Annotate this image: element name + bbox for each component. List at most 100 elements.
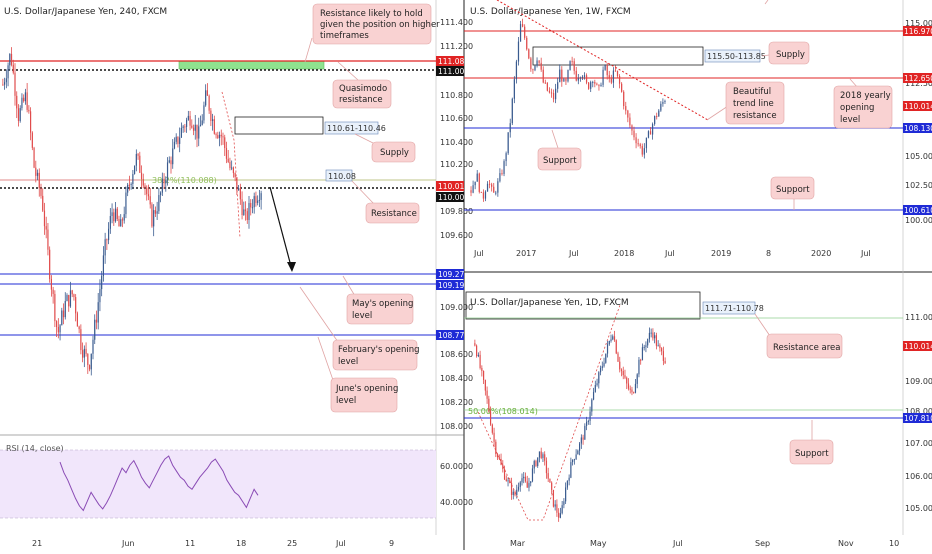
candle-body xyxy=(43,210,46,227)
w1-supply-box xyxy=(532,46,704,66)
price-tag: 110.014 xyxy=(904,342,932,351)
candle-body xyxy=(479,354,481,368)
candle-body xyxy=(569,61,571,71)
price-tag: 110.014 xyxy=(438,182,469,191)
candle-body xyxy=(641,146,643,155)
d1-fib-label: 50.00%(108.014) xyxy=(468,407,538,416)
price-tag: 112.650 xyxy=(904,74,932,83)
candle-body xyxy=(547,473,549,479)
candle-body xyxy=(10,53,13,65)
candle-body xyxy=(575,70,577,81)
candle-body xyxy=(643,346,645,348)
candle-body xyxy=(521,24,524,27)
candle-body xyxy=(540,62,542,70)
candle-body xyxy=(474,343,476,346)
candle-body xyxy=(140,172,143,180)
candle-body xyxy=(21,97,23,109)
w1-title: U.S. Dollar/Japanese Yen, 1W, FXCM xyxy=(470,7,631,17)
x-tick: 18 xyxy=(236,539,246,548)
candle-body xyxy=(643,148,645,155)
candle-body xyxy=(561,505,563,514)
candle-body xyxy=(168,160,170,163)
candle-body xyxy=(101,276,103,290)
candle-body xyxy=(83,348,85,358)
candle-body xyxy=(615,340,617,354)
w1-panel: U.S. Dollar/Japanese Yen, 1W, FXCM 115.5… xyxy=(464,0,932,273)
candle-body xyxy=(629,117,631,126)
price-tag: 107.810 xyxy=(904,414,932,423)
candle-body xyxy=(530,58,532,70)
candle-body xyxy=(52,289,54,294)
candle-body xyxy=(137,154,139,156)
candle-body xyxy=(62,310,65,318)
candle-body xyxy=(87,353,89,366)
candle-body xyxy=(184,126,186,128)
candle-body xyxy=(583,75,586,77)
x-tick: Jun xyxy=(121,539,135,548)
x-tick: May xyxy=(590,539,607,548)
candle-body xyxy=(658,110,660,117)
d1-callout-resistance-area: Resistance area xyxy=(754,313,843,359)
candle-body xyxy=(187,115,189,120)
callout-text: June's opening xyxy=(335,384,398,394)
y-tick: 108.400 xyxy=(440,374,473,383)
callout-text: Supply xyxy=(380,148,409,158)
candle-body xyxy=(491,424,493,433)
x-tick: Jul xyxy=(672,539,683,548)
h4-price-tags: 111.080 111.000 110.014 110.000 109.270 … xyxy=(436,56,469,340)
candle-body xyxy=(636,374,638,384)
candle-body xyxy=(73,294,75,298)
callout-text: Supply xyxy=(776,50,805,60)
candle-body xyxy=(512,491,514,495)
candle-body xyxy=(493,432,495,442)
candle-body xyxy=(596,383,598,386)
candle-body xyxy=(639,144,641,147)
candle-body xyxy=(503,161,505,174)
candle-body xyxy=(596,83,598,85)
candle-body xyxy=(108,228,110,241)
x-tick: Nov xyxy=(838,539,854,548)
candle-body xyxy=(47,229,49,250)
candle-body xyxy=(208,95,210,111)
candle-body xyxy=(513,79,515,99)
candle-body xyxy=(579,443,581,451)
candle-body xyxy=(189,115,191,126)
callout-text: resistance xyxy=(339,95,383,105)
candle-body xyxy=(40,188,42,196)
candle-body xyxy=(616,70,619,76)
candle-body xyxy=(192,127,195,131)
candle-body xyxy=(196,124,198,139)
x-tick: 11 xyxy=(185,539,195,548)
candle-body xyxy=(592,81,594,83)
x-tick: Jul xyxy=(664,249,675,258)
candle-body xyxy=(88,365,91,370)
candle-body xyxy=(191,125,193,128)
candle-body xyxy=(605,353,607,363)
w1-price-tags: 116.970 112.650 110.014 108.130 100.610 xyxy=(903,26,932,215)
w1-supply-box-label: 115.50-113.85 xyxy=(707,52,766,61)
candle-body xyxy=(175,136,177,142)
candle-body xyxy=(654,335,656,339)
callout-text: Support xyxy=(795,449,829,459)
candle-body xyxy=(567,70,569,82)
callout-text: level xyxy=(336,396,356,406)
candle-body xyxy=(544,82,546,84)
x-tick: 2017 xyxy=(516,249,536,258)
candle-body xyxy=(166,162,169,181)
candle-body xyxy=(627,110,629,118)
x-tick: 10 xyxy=(889,539,899,548)
candle-body xyxy=(163,178,165,184)
candle-body xyxy=(179,137,181,144)
candle-body xyxy=(123,214,125,221)
candle-body xyxy=(50,279,52,290)
y-tick: 111.000 xyxy=(905,313,932,322)
candle-body xyxy=(111,212,113,216)
candle-body xyxy=(577,450,579,455)
h4-panel: U.S. Dollar/Japanese Yen, 240, FXCM 110.… xyxy=(0,0,473,550)
candle-body xyxy=(511,98,513,124)
callout-text: 2018 yearly xyxy=(840,91,891,101)
candle-body xyxy=(220,134,222,137)
candle-body xyxy=(497,181,499,193)
candle-body xyxy=(234,173,236,178)
d1-box-label: 111.71-110.78 xyxy=(705,304,764,313)
